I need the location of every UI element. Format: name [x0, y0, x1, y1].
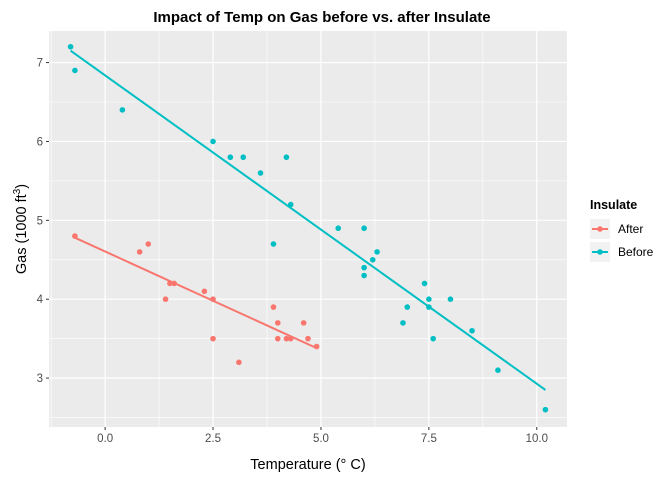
legend-key-point-after: [597, 226, 603, 232]
y-axis-ticks: 3 4 5 6 7: [37, 58, 49, 385]
point-after: [210, 335, 216, 342]
point-after: [274, 320, 281, 326]
x-tick-label: 0.0: [97, 433, 113, 445]
legend: Insulate After Before: [590, 198, 654, 262]
grid-major: [49, 31, 567, 427]
point-before: [404, 304, 411, 310]
point-before: [67, 43, 74, 50]
point-before: [421, 280, 428, 287]
y-tick-label: 7: [37, 58, 43, 70]
point-after: [236, 359, 242, 366]
point-after: [287, 335, 294, 342]
point-after: [162, 296, 169, 303]
point-after: [210, 296, 216, 303]
point-before: [542, 406, 549, 413]
point-before: [361, 225, 367, 232]
grid-minor: [49, 31, 567, 427]
point-before: [283, 154, 290, 161]
y-axis-title-superscript: 3: [12, 188, 23, 194]
legend-title: Insulate: [590, 198, 637, 212]
point-before: [72, 67, 78, 74]
y-axis-title-tail: ): [14, 184, 30, 189]
point-before: [210, 138, 216, 145]
point-after: [145, 241, 152, 247]
data-points: [67, 43, 549, 413]
x-tick-label: 7.5: [421, 433, 437, 445]
point-before: [287, 201, 294, 208]
point-after: [72, 233, 78, 239]
x-axis-ticks: 0.0 2.5 5.0 7.5 10.0: [97, 427, 548, 445]
trend-line-after: [74, 236, 318, 350]
point-before: [257, 170, 264, 176]
y-tick-label: 4: [37, 294, 44, 306]
point-after: [274, 335, 281, 342]
x-axis-title: Temperature (° C): [250, 457, 365, 473]
y-tick-label: 5: [37, 215, 43, 227]
legend-label-after: After: [618, 222, 643, 236]
point-before: [430, 335, 436, 342]
x-tick-label: 2.5: [205, 433, 221, 445]
point-before: [495, 367, 501, 374]
point-after: [305, 335, 311, 342]
point-after: [201, 288, 208, 295]
point-before: [335, 225, 342, 232]
point-before: [361, 272, 367, 279]
x-tick-label: 5.0: [313, 433, 329, 445]
point-after: [313, 343, 320, 350]
point-before: [361, 264, 367, 271]
trend-line-before: [70, 49, 546, 391]
y-axis-title-main: Gas (1000 ft: [14, 194, 30, 274]
point-after: [171, 280, 177, 287]
point-after: [136, 249, 143, 255]
chart-title: Impact of Temp on Gas before vs. after I…: [153, 9, 490, 26]
point-before: [469, 327, 475, 334]
legend-label-before: Before: [618, 245, 654, 259]
point-before: [426, 304, 432, 310]
point-before: [270, 241, 277, 247]
y-tick-label: 3: [37, 373, 43, 385]
point-before: [400, 320, 406, 326]
legend-items: After Before: [590, 219, 654, 262]
point-before: [447, 296, 454, 303]
point-before: [369, 256, 376, 263]
point-before: [374, 249, 380, 255]
point-before: [227, 154, 234, 161]
legend-key-point-before: [597, 249, 603, 255]
trend-lines: [70, 49, 546, 391]
point-before: [119, 107, 126, 113]
y-tick-label: 6: [37, 136, 43, 148]
point-after: [167, 280, 173, 287]
point-after: [300, 320, 307, 326]
point-before: [240, 154, 247, 161]
y-axis-title: Gas (1000 ft3): [12, 184, 30, 274]
point-before: [426, 296, 432, 303]
x-tick-label: 10.0: [526, 433, 548, 445]
point-after: [270, 304, 277, 310]
point-after: [283, 335, 290, 342]
